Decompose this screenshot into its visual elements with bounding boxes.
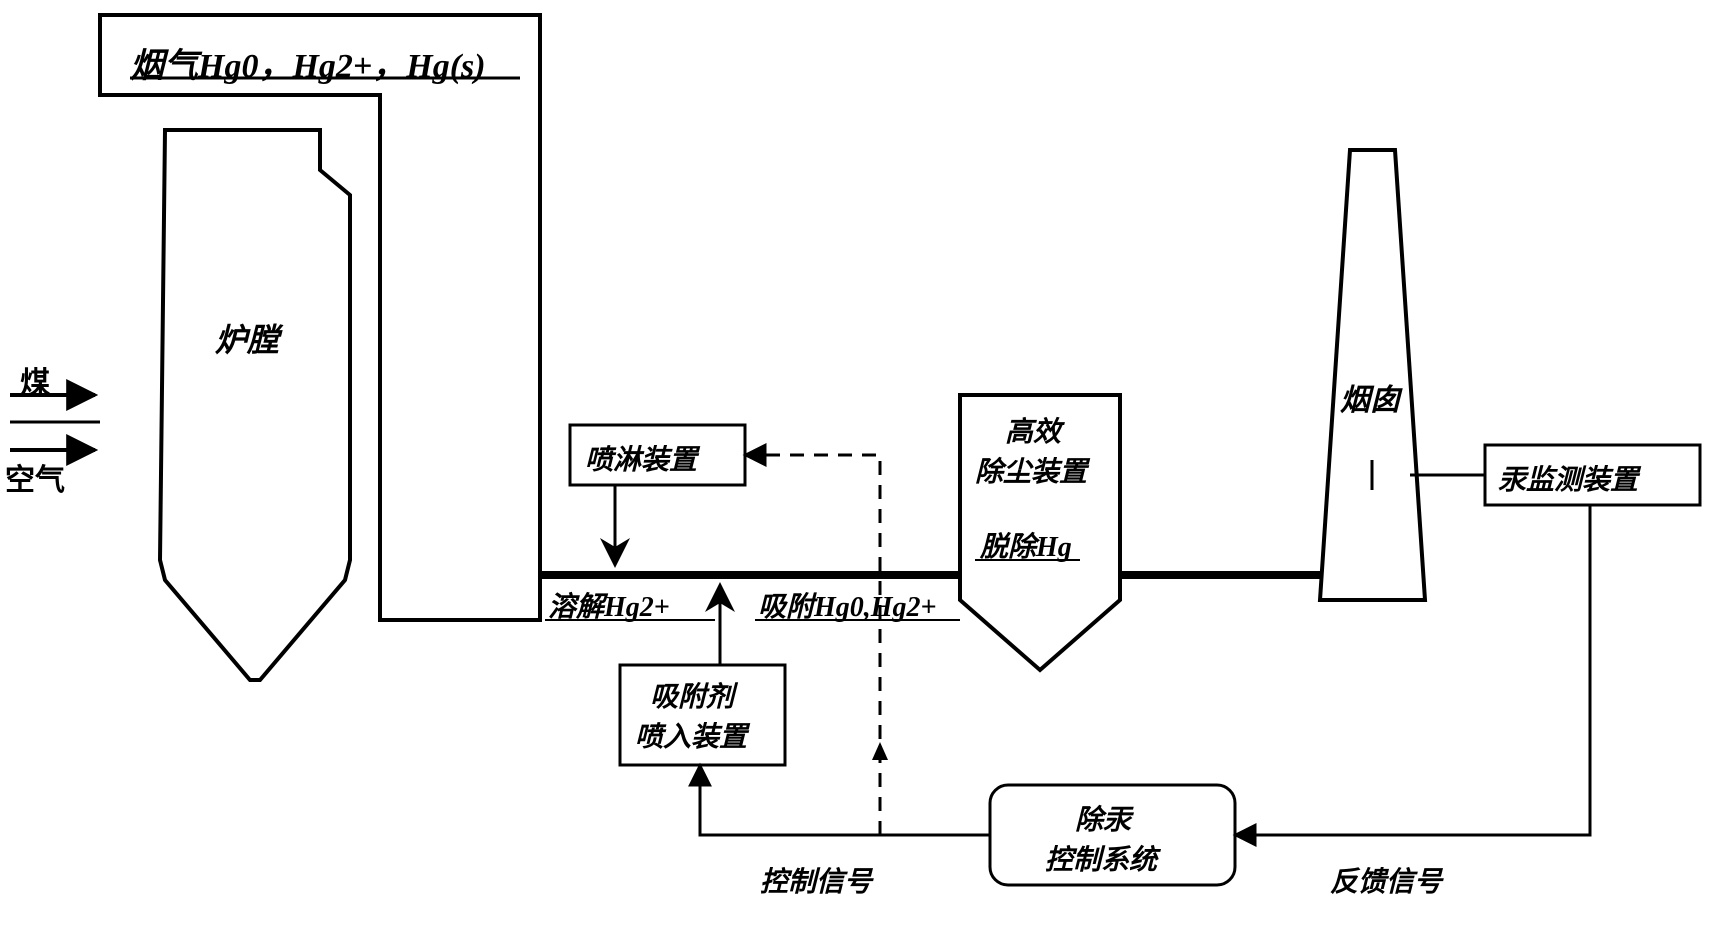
dashed-mid-marker: [872, 742, 888, 760]
control-to-adsorbent: [700, 765, 990, 835]
adsorb-label: 吸附Hg0,Hg2+: [758, 585, 937, 625]
diagram-canvas: [0, 0, 1716, 943]
spray-device-label: 喷淋装置: [585, 438, 697, 478]
chimney-label: 烟囱: [1340, 375, 1400, 419]
dust-collector-label-3: 脱除Hg: [980, 525, 1072, 565]
feedback-signal-label: 反馈信号: [1330, 860, 1442, 900]
title-label: 烟气Hg0，Hg2+，Hg(s): [130, 38, 486, 87]
feedback-path: [1235, 505, 1590, 835]
coal-label: 煤: [20, 358, 50, 402]
air-label: 空气: [5, 455, 65, 499]
adsorbent-label-2: 喷入装置: [635, 715, 747, 755]
dissolve-label: 溶解Hg2+: [548, 585, 670, 625]
dust-collector-label-1: 高效: [1005, 410, 1061, 450]
control-signal-label: 控制信号: [760, 860, 872, 900]
boiler-outer-shape: [100, 15, 540, 620]
furnace-shape: [160, 130, 350, 680]
hg-monitor-label: 汞监测装置: [1498, 458, 1638, 498]
adsorbent-label-1: 吸附剂: [650, 675, 734, 715]
hg-control-label-1: 除汞: [1075, 798, 1131, 838]
dust-collector-label-2: 除尘装置: [975, 450, 1087, 490]
hg-control-label-2: 控制系统: [1045, 838, 1157, 878]
furnace-label: 炉膛: [215, 315, 279, 361]
control-dashed-up: [745, 455, 880, 835]
